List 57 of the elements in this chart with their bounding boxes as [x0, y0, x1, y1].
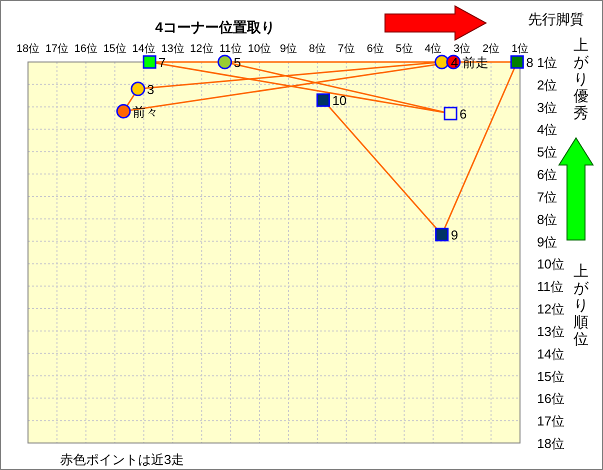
point	[116, 104, 131, 119]
x-tick-label: 10位	[248, 43, 272, 55]
x-tick-label: 8位	[308, 43, 326, 55]
x-tick-label: 5位	[396, 43, 413, 55]
point	[444, 106, 458, 120]
y-tick-label: 14位	[537, 346, 564, 362]
y-tick-label: 12位	[537, 302, 564, 317]
point	[316, 93, 330, 107]
y-tick-label: 9位	[537, 234, 558, 250]
y-tick-label: 13位	[537, 324, 564, 339]
x-tick-label: 13位	[161, 43, 184, 55]
point	[510, 55, 524, 69]
annotation: 8	[526, 55, 534, 70]
y-tick-label: 3位	[537, 100, 558, 115]
y-tick-label: 18位	[537, 436, 564, 451]
text: 赤色ポイントは近3走	[60, 452, 184, 467]
annotation: 10	[332, 93, 347, 108]
point	[142, 55, 156, 69]
x-tick-label: 17位	[45, 43, 69, 55]
x-tick-label: 6位	[366, 43, 384, 55]
x-tick-label: 1位	[511, 43, 529, 55]
y-tick-label: 15位	[537, 368, 564, 384]
y-tick-label: 8位	[537, 212, 558, 227]
x-tick-label: 12位	[190, 43, 214, 55]
annotation: 5	[234, 55, 242, 70]
x-tick-label: 7位	[338, 43, 355, 55]
point	[435, 228, 449, 242]
x-tick-label: 2位	[482, 43, 500, 55]
x-tick-label: 15位	[103, 43, 126, 55]
text: 先行脚質	[528, 11, 584, 27]
x-tick-label: 4位	[424, 43, 442, 55]
y-tick-label: 4位	[537, 122, 558, 138]
x-tick-label: 16位	[74, 43, 98, 55]
y-tick-label: 2位	[537, 77, 558, 92]
x-tick-label: 18位	[16, 43, 40, 55]
y-tick-label: 6位	[537, 167, 558, 182]
y-tick-label: 1位	[537, 55, 558, 70]
x-tick-label: 3位	[454, 43, 471, 55]
annotation: 9	[450, 228, 458, 243]
y-tick-label: 7位	[537, 189, 558, 204]
y-axis-title: 上がり順位	[574, 263, 590, 348]
point	[130, 82, 146, 96]
x-tick-label: 11位	[219, 43, 242, 55]
annotation: 6	[460, 106, 467, 122]
point	[218, 54, 232, 70]
x-tick-label: 14位	[132, 43, 156, 55]
text: 上がり優秀	[574, 37, 590, 122]
point	[434, 54, 450, 70]
x-tick-label: 9位	[280, 43, 298, 55]
y-tick-label: 11位	[537, 279, 564, 294]
chart-title: 4コーナー位置取り	[155, 19, 275, 35]
y-tick-label: 10位	[537, 256, 564, 272]
y-tick-label: 5位	[537, 144, 558, 160]
y-tick-label: 17位	[537, 414, 564, 429]
y-tick-label: 16位	[537, 391, 564, 406]
annotation: 7	[158, 55, 166, 70]
annotation: 4	[450, 55, 458, 70]
